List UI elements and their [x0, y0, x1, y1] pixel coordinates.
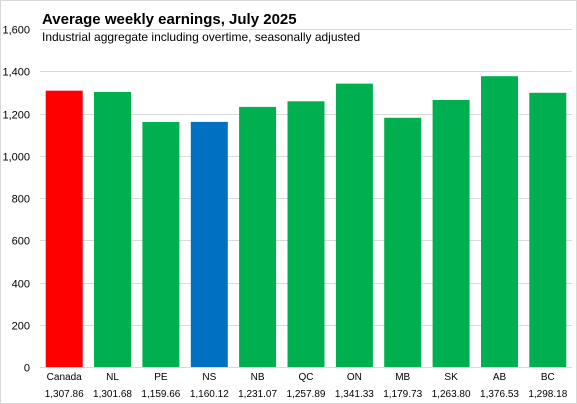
category-label: AB [493, 372, 507, 383]
y-tick-label: 1,200 [2, 110, 30, 122]
chart-title: Average weekly earnings, July 2025 [42, 11, 297, 28]
category-labels: Canada NL PE NS NB QC ON MB SK AB BC [47, 372, 555, 383]
value-label: 1,341.33 [335, 389, 374, 400]
value-label: 1,307.86 [45, 389, 84, 400]
bar-ab [481, 76, 518, 367]
y-axis-ticks: 0 200 400 600 800 1,000 1,200 1,400 1,600 [2, 25, 30, 375]
value-label: 1,257.89 [287, 389, 326, 400]
value-label: 1,301.68 [93, 389, 132, 400]
bars [45, 76, 567, 368]
bar-bc [529, 92, 567, 368]
value-label: 1,179.73 [383, 389, 422, 400]
value-label: 1,376.53 [480, 389, 519, 400]
y-tick-label: 400 [12, 279, 30, 291]
category-label: SK [444, 372, 458, 383]
category-label: Canada [47, 372, 82, 383]
value-labels: 1,307.86 1,301.68 1,159.66 1,160.12 1,231.07… [45, 389, 568, 400]
value-label: 1,231.07 [238, 389, 277, 400]
value-label: 1,160.12 [190, 389, 229, 400]
category-label: NB [251, 372, 265, 383]
y-tick-label: 0 [24, 363, 30, 375]
bar-ns [190, 121, 228, 368]
bar-pe [142, 122, 180, 367]
y-tick-label: 1,600 [2, 25, 30, 37]
y-tick-label: 1,400 [2, 67, 30, 79]
value-label: 1,298.18 [528, 389, 567, 400]
category-label: NS [202, 372, 216, 383]
value-label: 1,159.66 [141, 389, 180, 400]
bar-canada [45, 90, 83, 367]
bar-sk [432, 100, 470, 367]
category-label: ON [347, 372, 362, 383]
y-tick-label: 600 [12, 236, 30, 248]
bar-on [335, 83, 373, 367]
category-label: BC [541, 372, 555, 383]
y-tick-label: 1,000 [2, 152, 30, 164]
bar-qc [287, 101, 325, 368]
category-label: PE [154, 372, 168, 383]
category-label: QC [299, 372, 314, 383]
y-tick-label: 800 [12, 194, 30, 206]
category-label: MB [395, 372, 410, 383]
bar-nl [94, 92, 131, 367]
bar-mb [384, 117, 422, 367]
value-label: 1,263.80 [432, 389, 471, 400]
category-label: NL [106, 372, 119, 383]
bar-nb [239, 106, 277, 368]
y-tick-label: 200 [12, 321, 30, 333]
chart-subtitle: Industrial aggregate including overtime,… [42, 30, 360, 44]
